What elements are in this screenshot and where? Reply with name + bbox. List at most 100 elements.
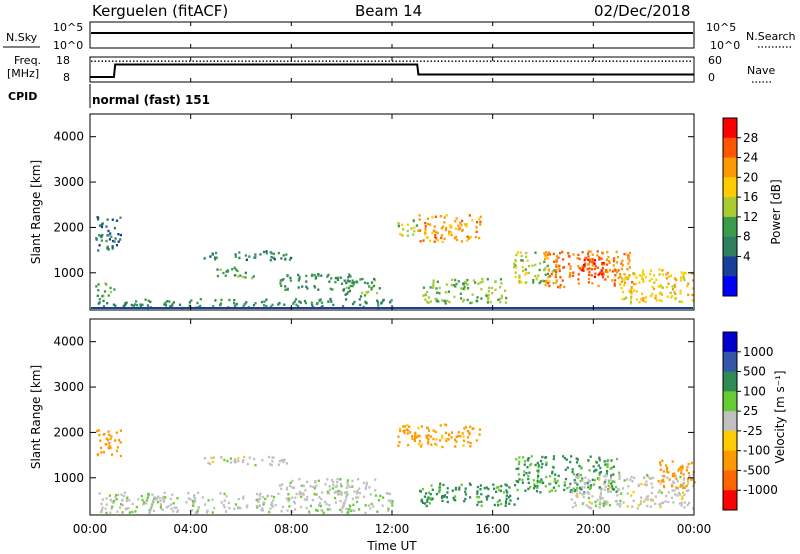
power-cell [234, 268, 238, 271]
velocity-cell [576, 458, 579, 461]
power-cell [444, 299, 447, 303]
power-cell [481, 280, 484, 283]
power-cell [586, 267, 589, 271]
power-cell [588, 267, 591, 270]
power-cell [271, 303, 274, 307]
velocity-cell [159, 499, 162, 503]
velocity-cell [330, 478, 334, 482]
velocity-cell [424, 492, 428, 495]
power-cell [316, 302, 319, 305]
power-cell [665, 277, 668, 280]
power-cell [546, 252, 549, 255]
power-cell [674, 297, 677, 301]
power-colorbar-frame [722, 117, 738, 297]
velocity-cell [500, 484, 503, 488]
velocity-cell [549, 482, 552, 485]
power-cell [293, 300, 296, 303]
power-cell [658, 268, 661, 271]
velocity-cell [464, 490, 467, 493]
velocity-cell [431, 497, 434, 500]
power-cell [692, 279, 695, 282]
velocity-cell [471, 427, 474, 431]
power-cell [417, 229, 420, 232]
power-cell [135, 303, 138, 307]
velocity-cell [498, 499, 501, 502]
power-cell [499, 278, 503, 281]
power-cell [440, 236, 443, 240]
power-cell [478, 217, 481, 221]
velocity-cell [443, 494, 447, 497]
power-cell [318, 299, 321, 302]
power-cell [658, 273, 661, 276]
velocity-cell [540, 478, 543, 481]
power-cell [555, 281, 558, 284]
power-cell [627, 256, 630, 259]
velocity-cell [480, 500, 483, 503]
velocity-cell [600, 488, 603, 491]
power-colorbar-label: 16 [743, 190, 758, 204]
power-cell [106, 302, 109, 305]
velocity-cell [644, 498, 647, 501]
velocity-cell [161, 508, 164, 511]
velocity-cell [446, 491, 449, 494]
velocity-cell [334, 501, 337, 504]
velocity-cell [426, 427, 429, 430]
power-cell [283, 303, 286, 306]
velocity-cell [152, 499, 155, 502]
velocity-cell [587, 496, 590, 500]
velocity-cell [343, 491, 346, 494]
power-cell [588, 270, 591, 274]
velocity-cell [658, 489, 661, 492]
velocity-cell [630, 475, 633, 479]
velocity-cell [564, 477, 568, 481]
velocity-cell [318, 496, 321, 499]
velocity-cell [286, 509, 289, 512]
velocity-cell [599, 496, 602, 499]
velocity-cell [201, 496, 204, 499]
power-cell [351, 302, 355, 306]
power-cell [98, 224, 102, 227]
velocity-cell [289, 484, 292, 488]
power-cell [219, 268, 222, 271]
velocity-cell [116, 446, 119, 449]
power-cell [569, 272, 572, 275]
velocity-cell [464, 497, 467, 501]
time-tick-label: 08:00 [274, 522, 309, 536]
power-cell [425, 236, 429, 239]
power-cell [234, 253, 237, 256]
velocity-cell [663, 475, 666, 478]
velocity-cell [351, 485, 354, 488]
power-cell [559, 276, 562, 279]
power-cell [602, 262, 605, 265]
velocity-cell [526, 458, 530, 461]
power-cell [313, 286, 317, 289]
velocity-cell [165, 506, 168, 509]
power-cell [520, 259, 523, 262]
power-cell [589, 250, 592, 253]
power-cell [448, 300, 451, 304]
power-cell [607, 255, 610, 259]
velocity-cell [320, 497, 323, 501]
power-cell [608, 269, 611, 272]
velocity-cell [563, 484, 566, 487]
power-cell [555, 263, 558, 267]
power-cell [203, 257, 206, 260]
power-colorbar-label: 8 [743, 230, 751, 244]
velocity-cell [458, 486, 461, 489]
power-cell [441, 225, 445, 228]
power-cell [278, 301, 281, 305]
power-cell [199, 304, 202, 308]
velocity-cell [402, 425, 405, 428]
power-cell [651, 292, 654, 296]
velocity-cell [686, 482, 689, 485]
velocity-cell [610, 476, 613, 480]
power-cell [691, 293, 694, 297]
velocity-cell [270, 463, 273, 467]
power-cell [604, 278, 607, 281]
velocity-cell [420, 445, 423, 448]
power-cell [650, 278, 653, 281]
velocity-cell [211, 460, 215, 463]
power-cell [569, 265, 572, 268]
velocity-cell [515, 467, 518, 471]
velocity-colorbar-label: -100 [743, 444, 770, 458]
